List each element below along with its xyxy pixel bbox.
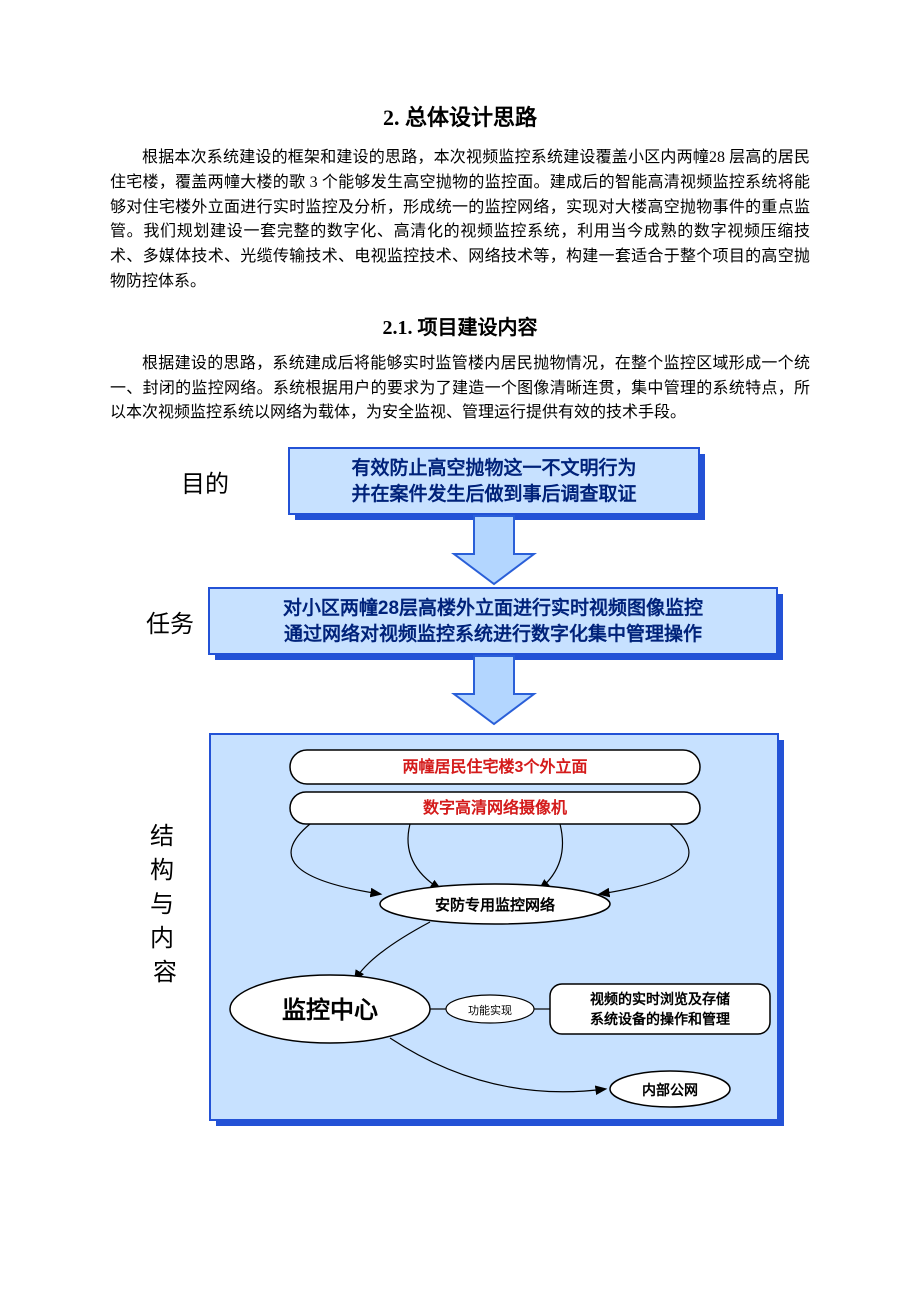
node-video-l1: 视频的实时浏览及存储 — [590, 991, 730, 1007]
node-center: 监控中心 — [282, 996, 378, 1024]
node-facade: 两幢居民住宅楼3个外立面 — [403, 757, 588, 776]
purpose-line1: 有效防止高空抛物这一不文明行为 — [351, 456, 636, 479]
flow-diagram: 目的 有效防止高空抛物这一不文明行为 并在案件发生后做到事后调查取证 任务 对小… — [110, 444, 810, 1134]
paragraph-2: 根据建设的思路，系统建成后将能够实时监管楼内居民抛物情况，在整个监控区域形成一个… — [110, 352, 810, 426]
task-line2: 通过网络对视频监控系统进行数字化集中管理操作 — [284, 622, 702, 645]
page-title: 2. 总体设计思路 — [110, 100, 810, 132]
node-camera: 数字高清网络摄像机 — [423, 798, 567, 817]
label-task: 任务 — [146, 611, 194, 638]
label-structure: 结 构 与 内 容 — [150, 823, 180, 986]
task-line1: 对小区两幢28层高楼外立面进行实时视频图像监控 — [283, 596, 703, 619]
node-video-l2: 系统设备的操作和管理 — [590, 1011, 730, 1027]
purpose-line2: 并在案件发生后做到事后调查取证 — [351, 482, 636, 505]
node-network: 安防专用监控网络 — [435, 896, 555, 914]
paragraph-1: 根据本次系统建设的框架和建设的思路，本次视频监控系统建设覆盖小区内两幢28 层高… — [110, 146, 810, 295]
label-purpose: 目的 — [181, 471, 229, 498]
node-func: 功能实现 — [468, 1003, 512, 1017]
section-title: 2.1. 项目建设内容 — [110, 311, 810, 340]
node-public: 内部公网 — [642, 1082, 698, 1098]
